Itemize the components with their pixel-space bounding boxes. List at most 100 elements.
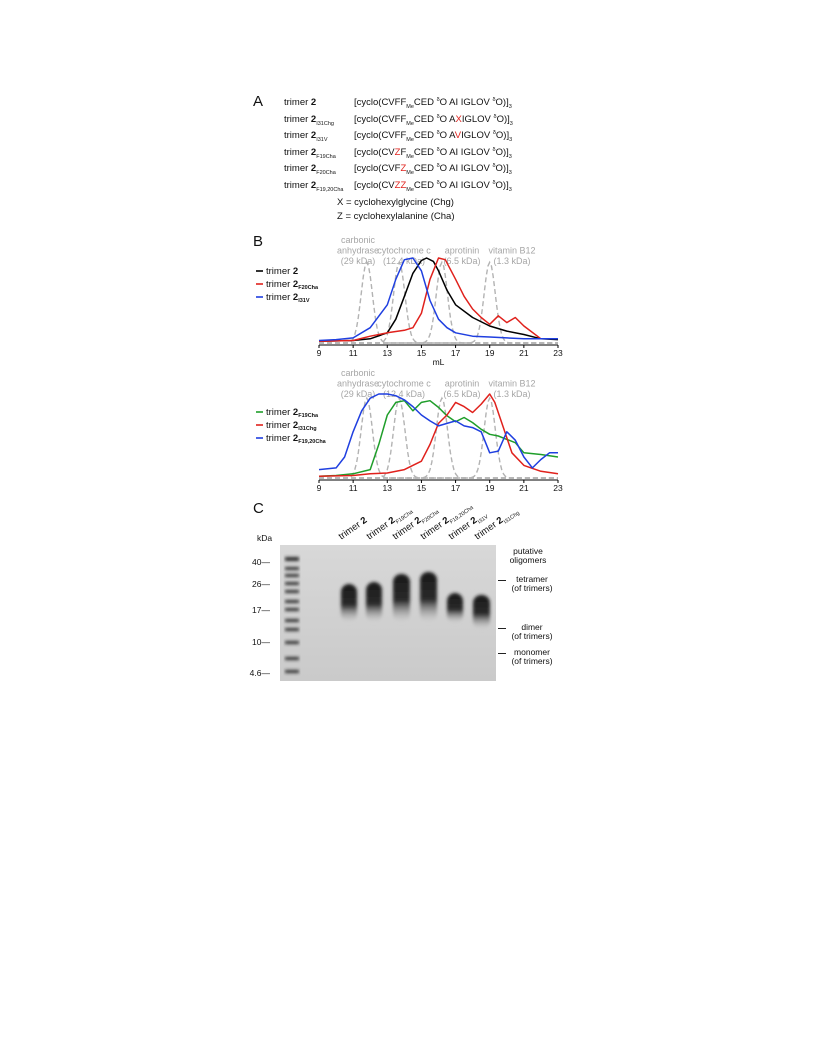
- oligomer-tetramer: tetramer (of trimers): [511, 574, 553, 593]
- series-line: [318, 393, 559, 478]
- x-tick-label: 11: [349, 348, 358, 358]
- x-tick-label: 17: [451, 348, 461, 358]
- sequence-row: trimer 2F19,20Cha [cyclo(CVZZMeCED δO AI …: [284, 180, 512, 193]
- legend-label-bold: 2: [293, 433, 298, 444]
- seq-name-sub: F20Cha: [316, 170, 336, 177]
- seq-seq-sup2: δ: [492, 130, 496, 136]
- panel-c-letter: C: [253, 500, 264, 517]
- sequence: [cyclo(CVFFMeCED δO AI IGLOV δO)]3: [354, 97, 512, 111]
- gel-lane-1-smear: [341, 584, 357, 622]
- seq-seq-post: IGLOV: [461, 113, 494, 125]
- sequence: [cyclo(CVZFMeCED δO AI IGLOV δO)]3: [354, 146, 512, 160]
- seq-seq-sup2: δ: [493, 113, 497, 120]
- seq-seq-post: I IGLOV: [455, 97, 493, 109]
- legend-label: trimer 2I31V: [266, 292, 310, 304]
- standard-peak-line: [319, 260, 558, 344]
- seq-seq-end: O)]: [495, 97, 509, 109]
- gel-lane-3-smear: [393, 574, 410, 622]
- gel-lane-4-smear: [420, 572, 437, 622]
- seq-seq-o1: O A: [439, 130, 455, 142]
- panel-a-letter: A: [253, 93, 264, 110]
- legend-label: trimer 2F19Cha: [266, 407, 319, 419]
- seq-seq-mid: CED: [413, 179, 437, 191]
- seq-name-bold: 2: [310, 97, 317, 109]
- seq-name-bold: 2: [310, 163, 317, 175]
- legend-label-bold: 2: [293, 266, 298, 277]
- x-tick-label: 11: [349, 483, 358, 493]
- seq-red: X: [455, 113, 462, 125]
- legend-label-sub: I31V: [298, 298, 310, 304]
- gel-marker-value: 40: [252, 557, 262, 567]
- standard-peak-line: [319, 396, 558, 479]
- seq-name-text: trimer: [284, 130, 311, 142]
- sequence-row: trimer 2F20Cha [cyclo(CVFZMeCED δO AI IGL…: [284, 163, 512, 176]
- panel-b-letter: B: [253, 233, 264, 250]
- seq-seq-sub: Me: [406, 104, 414, 111]
- standard-label: cytochrome c: [377, 379, 431, 389]
- seq-seq-end: O)]: [495, 146, 509, 158]
- seq-name-text: trimer: [284, 97, 311, 109]
- seq-seq-sup2: δ: [492, 179, 496, 186]
- standard-peak-line: [319, 396, 558, 479]
- seq-seq-sub: Me: [406, 153, 414, 160]
- x-axis-label: mL: [433, 492, 445, 494]
- x-tick-label: 15: [417, 348, 427, 358]
- legend-label-sub: I31Chg: [298, 426, 316, 432]
- x-tick-label: 23: [553, 483, 563, 493]
- gel-marker-label: 10—: [252, 637, 270, 647]
- seq-name-bold: 2: [310, 179, 317, 191]
- legend-label: trimer 2: [266, 266, 298, 277]
- seq-seq-sup1: δ: [436, 163, 440, 169]
- seq-seq-subend: 3: [508, 104, 512, 111]
- legend-label-text: trimer: [266, 292, 293, 303]
- seq-seq-post: I IGLOV: [455, 179, 493, 191]
- standard-label: (29 kDa): [341, 389, 376, 399]
- x-tick-label: 13: [383, 483, 393, 493]
- sequence: [cyclo(CVZZMeCED δO AI IGLOV δO)]3: [354, 179, 512, 193]
- seq-name-text: trimer: [284, 163, 311, 175]
- seq-seq-sup2: δ: [492, 146, 496, 153]
- seq-seq-o1: O A: [439, 179, 456, 191]
- seq-seq-subend: 3: [508, 186, 512, 193]
- tetramer-tick: [498, 580, 506, 581]
- seq-name-bold: 2: [310, 146, 317, 158]
- standard-label: aprotinin: [445, 379, 480, 389]
- sequence-row: trimer 2I31Chg [cyclo(CVFFMeCED δO AXIGLO…: [284, 114, 513, 127]
- seq-seq-subend: 3: [509, 137, 513, 144]
- seq-seq-pre: [cyclo(CV: [354, 146, 395, 158]
- gel-lane-6-smear: [473, 595, 490, 629]
- seq-seq-subend: 3: [508, 170, 512, 177]
- kda-label: kDa: [257, 533, 273, 543]
- seq-name-text: trimer: [284, 146, 311, 158]
- seq-seq-mid: CED: [413, 113, 437, 125]
- standard-peak-line: [319, 396, 558, 479]
- seq-red-pre: ZZ: [394, 179, 407, 191]
- legend-label-bold: 2: [293, 407, 298, 418]
- seq-seq-sup1: δ: [436, 130, 440, 136]
- standard-label: aprotinin: [445, 246, 480, 256]
- legend-label-text: trimer: [266, 279, 293, 290]
- dimer-tick: [498, 628, 506, 629]
- legend-label-text: trimer: [266, 433, 293, 444]
- seq-name-sub: F19,20Cha: [316, 186, 344, 193]
- x-tick-label: 23: [553, 348, 563, 358]
- seq-seq-sup1: δ: [436, 113, 440, 120]
- series-line: [318, 393, 558, 471]
- x-tick-label: 9: [317, 483, 322, 493]
- standard-label: vitamin B12: [488, 246, 535, 256]
- seq-seq-sub: Me: [406, 137, 414, 144]
- seq-seq-post: I IGLOV: [455, 163, 493, 175]
- monomer-tick: [498, 653, 506, 654]
- gel-marker-value: 10: [252, 637, 262, 647]
- gel-lane-label-sub: I31Chg: [502, 510, 521, 526]
- standard-label: (6.5 kDa): [443, 256, 480, 266]
- standard-label: (1.3 kDa): [493, 389, 530, 399]
- seq-seq-sup1: δ: [436, 146, 440, 153]
- seq-seq-end: O)]: [496, 113, 510, 125]
- standard-label: (12.4 kDa): [383, 389, 425, 399]
- gel-marker-label: 4.6—: [249, 668, 270, 678]
- seq-name-sub: F19Cha: [316, 153, 336, 160]
- seq-seq-pre: [cyclo(CV: [354, 179, 395, 191]
